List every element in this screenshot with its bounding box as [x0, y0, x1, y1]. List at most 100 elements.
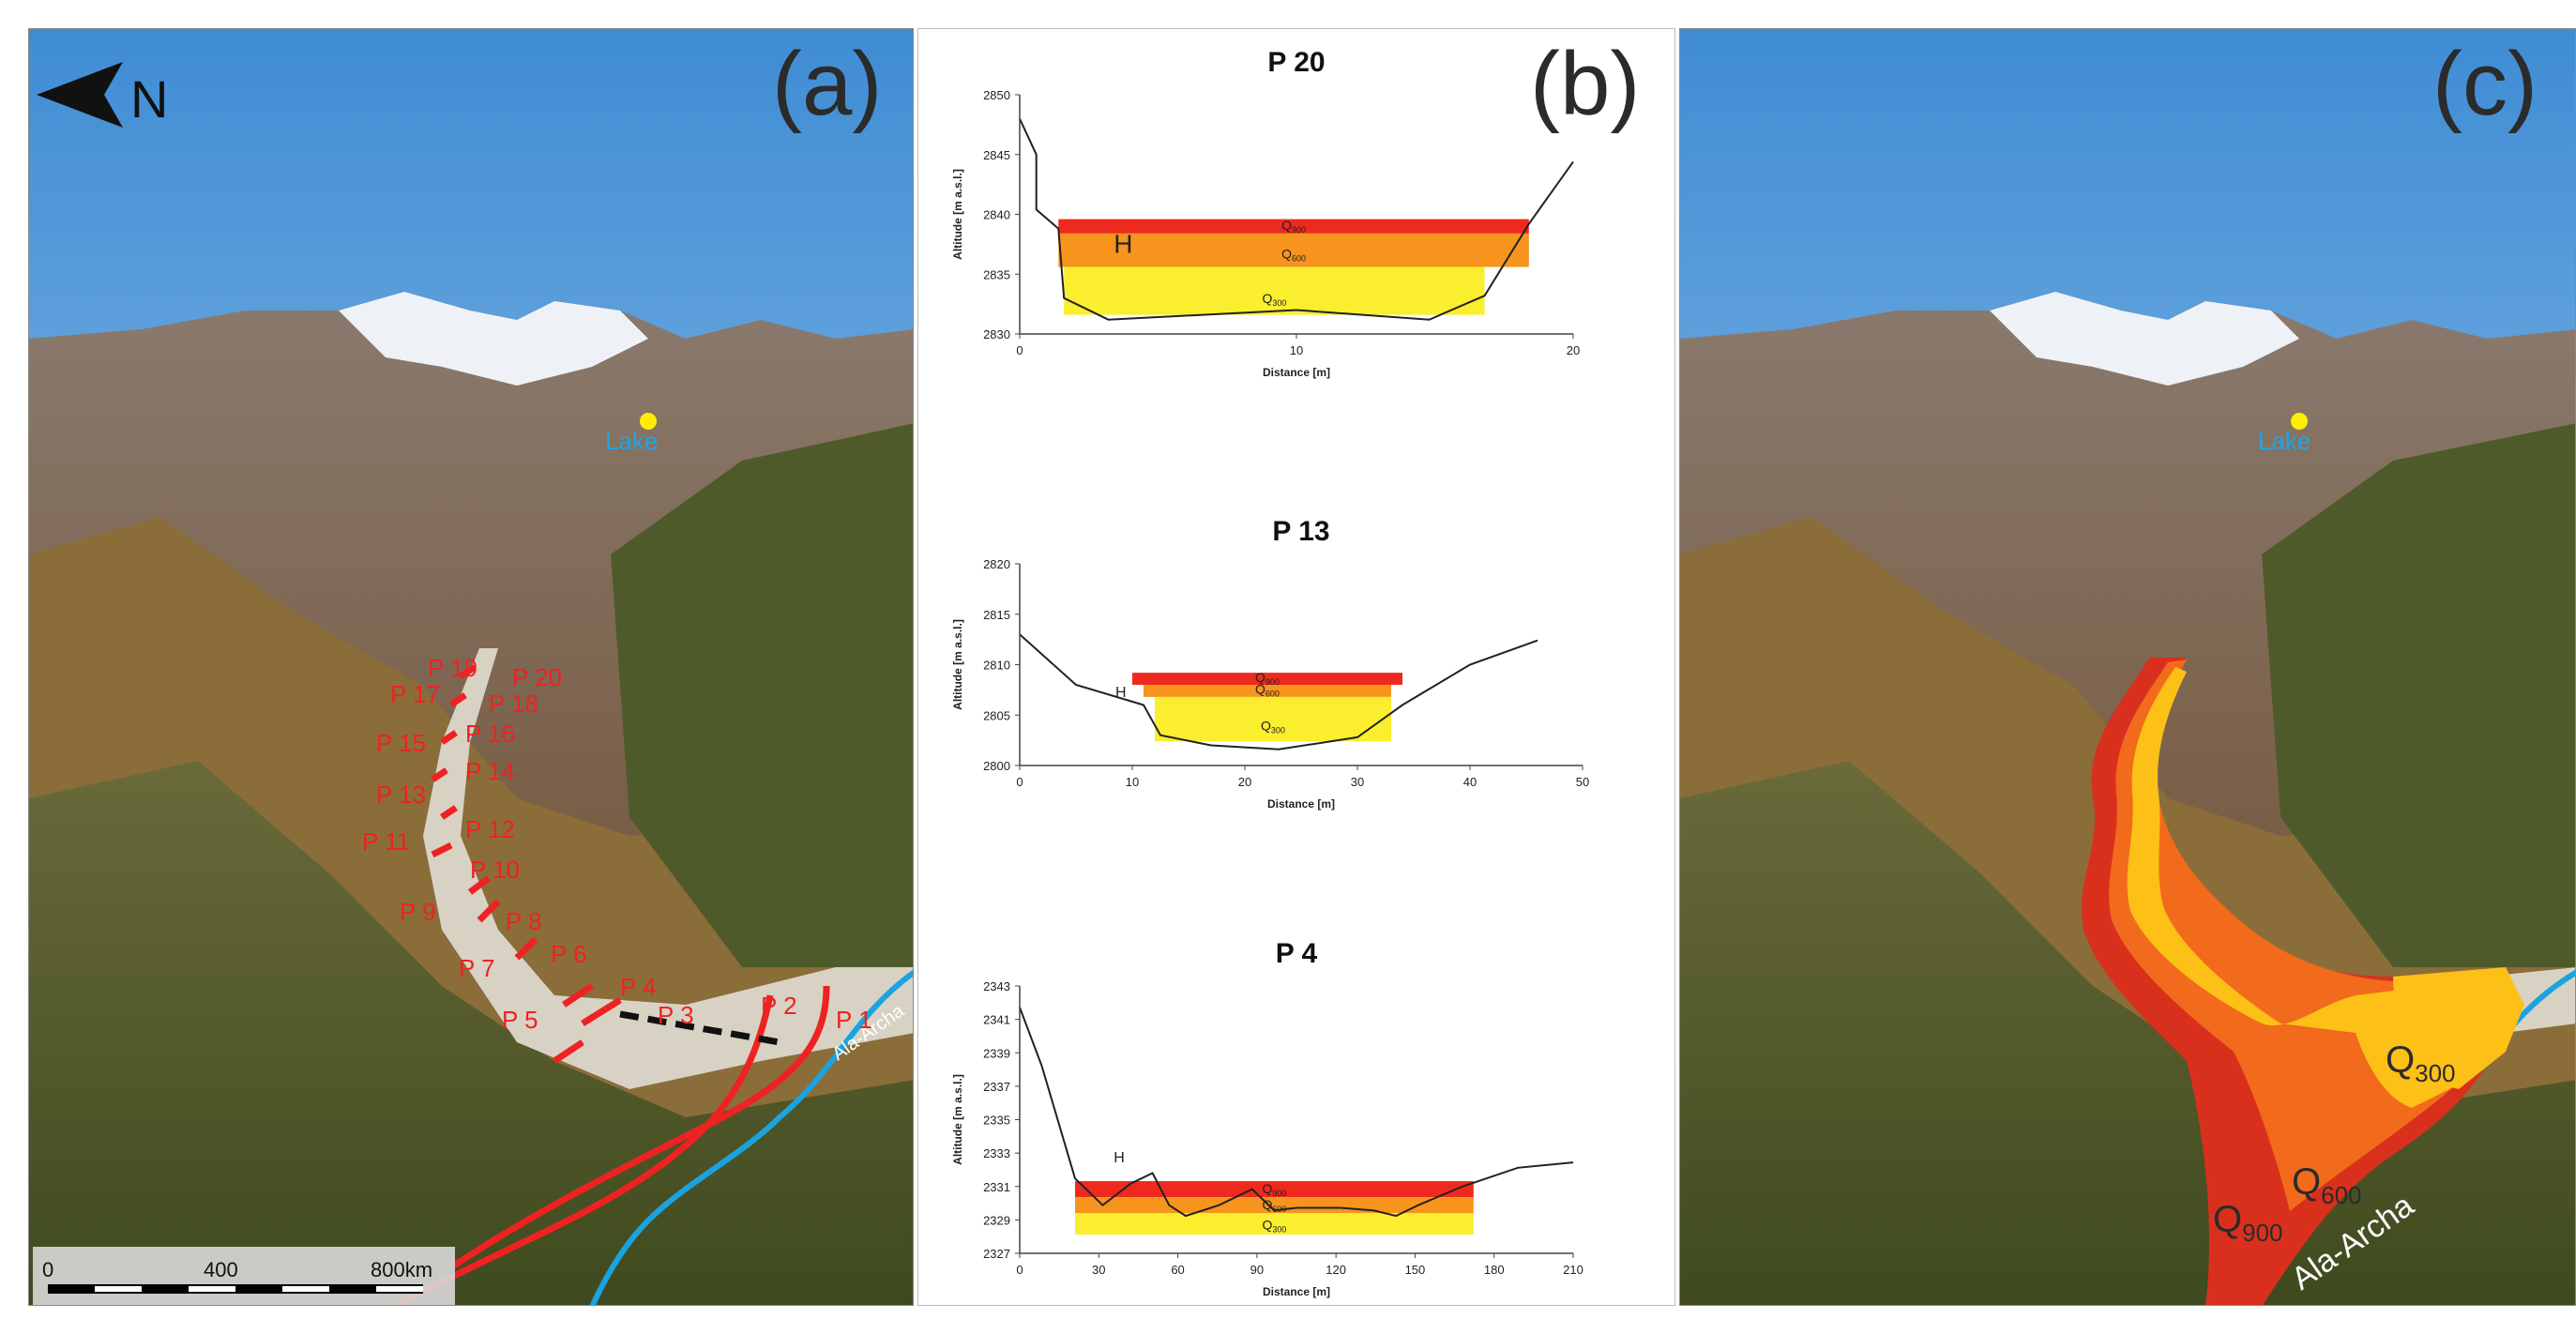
profile-label: P 8 [506, 907, 542, 935]
terrain-profile [1019, 1007, 1574, 1218]
profile-label: P 13 [376, 781, 426, 809]
band-q600 [1144, 685, 1391, 697]
panel-c: Lake Ala-Archa Q300 Q600 Q900 (c) [1679, 28, 2576, 1306]
x-tick-label: 30 [1092, 1263, 1105, 1277]
scale-label: 0 [42, 1258, 53, 1281]
y-tick-label: 2331 [983, 1180, 1010, 1194]
terrain-profile [1019, 633, 1538, 750]
y-tick-label: 2805 [983, 708, 1010, 722]
band-label: Q900 [1262, 1181, 1286, 1198]
profile-label: P 20 [512, 663, 562, 691]
x-tick-label: 20 [1238, 775, 1251, 789]
profile-label: P 17 [390, 680, 440, 708]
x-axis-label: Distance [m] [1267, 797, 1335, 811]
x-tick-label: 120 [1326, 1263, 1346, 1277]
profile-label: P 18 [489, 690, 538, 718]
zone-label-q900: Q900 [2213, 1199, 2283, 1247]
panel-b-label: (b) [1530, 34, 1641, 134]
profile-label: P 16 [465, 720, 515, 748]
y-tick-label: 2850 [983, 88, 1010, 102]
y-tick-label: 2341 [983, 1013, 1010, 1027]
profile-label: P 9 [400, 898, 436, 926]
panel-a-photo: Lake Ala-Archa P 1 P 2 P 3 P 4 P 5 P 6 P… [29, 29, 913, 1305]
band-q300 [1064, 266, 1485, 315]
y-tick-label: 2335 [983, 1114, 1010, 1128]
y-tick-label: 2329 [983, 1213, 1010, 1227]
y-tick-label: 2327 [983, 1247, 1010, 1261]
x-tick-label: 0 [1016, 775, 1023, 789]
x-tick-label: 210 [1563, 1263, 1583, 1277]
chart-p4: P 4Q900Q600Q300H232723292331233323352337… [951, 938, 1583, 1298]
lake-label: Lake [605, 427, 658, 455]
north-label: N [130, 69, 168, 129]
terrain-profile [1019, 118, 1574, 321]
y-tick-label: 2337 [983, 1080, 1010, 1094]
zone-label-q600: Q600 [2292, 1161, 2362, 1209]
x-axis-label: Distance [m] [1263, 1285, 1330, 1298]
x-tick-label: 30 [1351, 775, 1364, 789]
profile-label: P 14 [465, 757, 515, 785]
profile-label: P 5 [502, 1006, 538, 1034]
x-axis-label: Distance [m] [1263, 366, 1330, 379]
panel-a-label: (a) [772, 34, 883, 134]
chart-title: P 4 [1276, 938, 1318, 969]
x-tick-label: 60 [1171, 1263, 1184, 1277]
chart-p20: P 20 Q900 Q600 Q300 H 2830 2835 2840 2845 2850 0 10… [951, 47, 1580, 379]
y-tick-label: 2810 [983, 659, 1010, 673]
scale-label: 400 [204, 1258, 238, 1281]
y-tick-label: 2343 [983, 979, 1010, 993]
y-axis-label: Altitude [m a.s.l.] [951, 619, 964, 710]
lake-label: Lake [2258, 427, 2311, 455]
profile-label: P 2 [761, 992, 797, 1020]
profile-label: P 7 [459, 954, 495, 982]
extent-line [393, 994, 774, 1305]
height-annotation: H [1114, 1150, 1125, 1166]
y-tick-label: 2800 [983, 759, 1010, 773]
band-label: Q300 [1261, 718, 1285, 735]
panel-c-photo: Lake Ala-Archa Q300 Q600 Q900 [1680, 29, 2575, 1305]
band-label: Q900 [1281, 218, 1306, 235]
north-arrow: N [37, 62, 168, 129]
chart-title: P 13 [1272, 516, 1329, 547]
x-tick-label: 10 [1126, 775, 1139, 789]
chart-title: P 20 [1267, 47, 1325, 78]
band-q900 [1132, 673, 1402, 685]
x-tick-label: 0 [1016, 1263, 1023, 1277]
y-tick-label: 2845 [983, 148, 1010, 162]
y-tick-label: 2820 [983, 557, 1010, 571]
y-axis-label: Altitude [m a.s.l.] [951, 169, 964, 260]
band-label: Q300 [1262, 291, 1286, 308]
x-tick-label: 0 [1016, 343, 1023, 357]
band-label: Q300 [1262, 1217, 1286, 1234]
scale-bar: 0 400 800km [33, 1247, 455, 1305]
profile-label: P 10 [470, 856, 520, 884]
band-q300 [1155, 696, 1391, 742]
profile-label: P 11 [362, 827, 410, 856]
x-tick-label: 40 [1463, 775, 1477, 789]
y-tick-label: 2830 [983, 327, 1010, 341]
profile-label: P 12 [465, 815, 515, 843]
y-axis-label: Altitude [m a.s.l.] [951, 1074, 964, 1165]
y-tick-label: 2333 [983, 1146, 1010, 1160]
x-tick-label: 90 [1250, 1263, 1264, 1277]
profile-label: P 1 [836, 1006, 872, 1034]
height-annotation: H [1115, 685, 1127, 701]
band-q300 [1075, 1213, 1474, 1235]
y-tick-label: 2840 [983, 208, 1010, 222]
panel-c-label: (c) [2432, 34, 2538, 134]
panel-a: Lake Ala-Archa P 1 P 2 P 3 P 4 P 5 P 6 P… [28, 28, 914, 1306]
band-q600 [1058, 233, 1529, 267]
profile-label: P 19 [428, 654, 477, 682]
profile-label: P 15 [376, 729, 426, 757]
x-tick-label: 180 [1484, 1263, 1505, 1277]
zone-label-q300: Q300 [2386, 1039, 2456, 1087]
scale-label: 800km [371, 1258, 432, 1281]
band-label: Q600 [1255, 682, 1280, 699]
x-tick-label: 150 [1405, 1263, 1426, 1277]
band-label: Q900 [1255, 670, 1280, 687]
y-tick-label: 2339 [983, 1046, 1010, 1060]
profile-label: P 3 [658, 1001, 694, 1029]
y-tick-label: 2835 [983, 267, 1010, 281]
